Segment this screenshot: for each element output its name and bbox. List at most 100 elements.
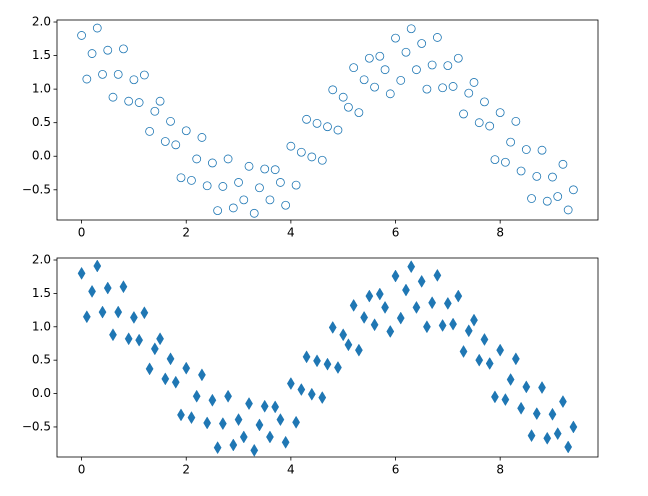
point	[449, 317, 457, 331]
point	[145, 362, 154, 376]
point	[323, 357, 332, 371]
point	[207, 158, 217, 168]
y-tick-label: 0.0	[32, 149, 51, 163]
x-tick-label: 4	[287, 463, 295, 477]
point	[234, 413, 243, 427]
point	[140, 306, 149, 320]
point	[438, 318, 447, 332]
x-tick-label: 8	[496, 463, 504, 477]
point	[182, 361, 191, 375]
point	[527, 429, 536, 443]
point	[569, 420, 578, 434]
point	[302, 350, 311, 364]
point	[323, 122, 332, 132]
point	[428, 296, 437, 310]
point	[114, 305, 123, 319]
point	[380, 65, 390, 75]
y-tick-label: 1.0	[32, 82, 51, 96]
point	[558, 159, 568, 169]
point	[543, 431, 552, 445]
point	[385, 89, 395, 99]
point	[108, 92, 118, 102]
point	[501, 393, 510, 407]
point	[281, 435, 290, 449]
point	[339, 328, 348, 342]
point	[506, 137, 516, 147]
point	[464, 324, 473, 338]
point	[464, 88, 474, 98]
point	[156, 332, 164, 346]
point	[87, 49, 97, 58]
point	[119, 44, 128, 54]
point	[333, 125, 343, 135]
point	[407, 260, 416, 274]
point	[532, 407, 541, 421]
y-tick-label: 1.5	[32, 48, 51, 62]
point	[521, 145, 531, 154]
point	[396, 76, 406, 85]
point	[276, 413, 285, 427]
point	[98, 69, 107, 79]
point	[517, 401, 525, 415]
point	[427, 60, 437, 70]
point	[433, 268, 442, 282]
point	[177, 408, 185, 422]
y-tick-label: 0.0	[32, 386, 51, 400]
y-tick-label: −0.5	[22, 182, 51, 196]
point	[150, 342, 159, 356]
x-tick-label: 8	[496, 226, 504, 240]
point	[334, 361, 342, 375]
point	[150, 106, 160, 116]
point	[511, 352, 520, 366]
point	[218, 417, 227, 431]
point	[412, 300, 421, 314]
point	[349, 63, 359, 73]
point	[364, 53, 374, 63]
point	[490, 155, 500, 164]
point	[459, 109, 468, 119]
point	[491, 390, 499, 404]
point	[360, 310, 369, 324]
point	[166, 352, 175, 366]
point	[344, 338, 353, 352]
point	[82, 74, 92, 84]
point	[375, 51, 385, 61]
point	[166, 116, 175, 126]
point	[98, 305, 107, 319]
point	[402, 283, 410, 297]
point	[124, 96, 134, 106]
point	[370, 82, 379, 92]
point	[192, 389, 201, 403]
point	[328, 320, 337, 334]
point	[496, 343, 505, 357]
point	[474, 118, 484, 128]
x-tick-label: 4	[287, 226, 295, 240]
point	[307, 387, 316, 401]
point	[485, 121, 495, 131]
point	[412, 65, 421, 75]
point	[181, 126, 191, 136]
point	[480, 332, 489, 346]
point	[245, 397, 253, 411]
point	[563, 205, 573, 215]
point	[113, 69, 123, 79]
point	[171, 140, 181, 150]
point	[317, 155, 327, 165]
x-tick-label: 2	[182, 463, 190, 477]
point	[145, 127, 155, 136]
point	[255, 418, 264, 432]
x-tick-label: 0	[78, 226, 86, 240]
point	[516, 166, 526, 176]
point	[187, 176, 196, 185]
point	[313, 354, 321, 368]
point	[522, 380, 531, 394]
point	[537, 145, 547, 155]
point	[271, 400, 280, 414]
point	[77, 31, 86, 40]
point	[459, 345, 468, 358]
point	[423, 320, 431, 334]
point	[223, 154, 233, 164]
point	[338, 92, 348, 102]
